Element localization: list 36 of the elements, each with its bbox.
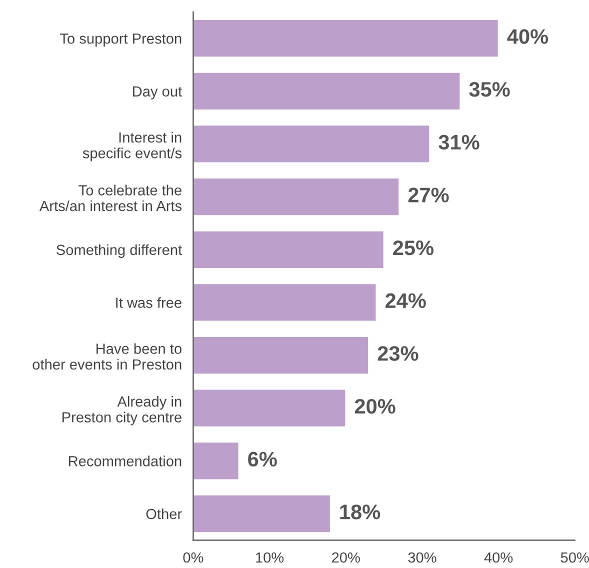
data-label: 25% xyxy=(393,240,434,256)
bar xyxy=(193,388,347,428)
y-tick-label: Other xyxy=(146,508,182,520)
bar xyxy=(193,71,462,111)
bar xyxy=(193,494,332,534)
data-label: 40% xyxy=(507,29,548,44)
data-label: 20% xyxy=(354,398,396,414)
y-tick-label: To celebrate the Arts/an interest in Arts xyxy=(39,184,182,212)
y-tick-label: Something different xyxy=(56,244,182,258)
bar xyxy=(193,177,400,217)
x-tick-label: 30% xyxy=(408,552,436,563)
bar xyxy=(193,282,378,322)
x-tick-label: 40% xyxy=(484,552,513,563)
bar xyxy=(193,336,370,375)
data-label: 24% xyxy=(385,293,426,308)
x-tick-label: 10% xyxy=(256,552,284,563)
x-tick-label: 0% xyxy=(183,552,204,563)
data-label: 35% xyxy=(469,82,510,97)
data-label: 31% xyxy=(438,134,480,150)
y-tick-label: Recommendation xyxy=(68,456,182,466)
data-label: 18% xyxy=(340,504,380,520)
y-tick-label: It was free xyxy=(116,297,182,308)
bar xyxy=(193,230,385,270)
x-tick-label: 20% xyxy=(332,552,360,563)
x-tick-label: 50% xyxy=(560,552,589,563)
y-tick-label: Have been to other events in Preston xyxy=(32,343,182,370)
data-label: 6% xyxy=(248,452,277,467)
y-tick-label: Already in Preston city centre xyxy=(62,396,182,426)
y-tick-label: To support Preston xyxy=(60,34,182,47)
y-tick-label: Day out xyxy=(133,86,182,100)
y-tick-label: Interest in specific event/s xyxy=(82,132,182,162)
bar xyxy=(193,18,500,58)
data-label: 23% xyxy=(378,346,418,361)
data-label: 27% xyxy=(408,188,449,202)
bar xyxy=(193,124,431,164)
bar xyxy=(193,441,240,481)
